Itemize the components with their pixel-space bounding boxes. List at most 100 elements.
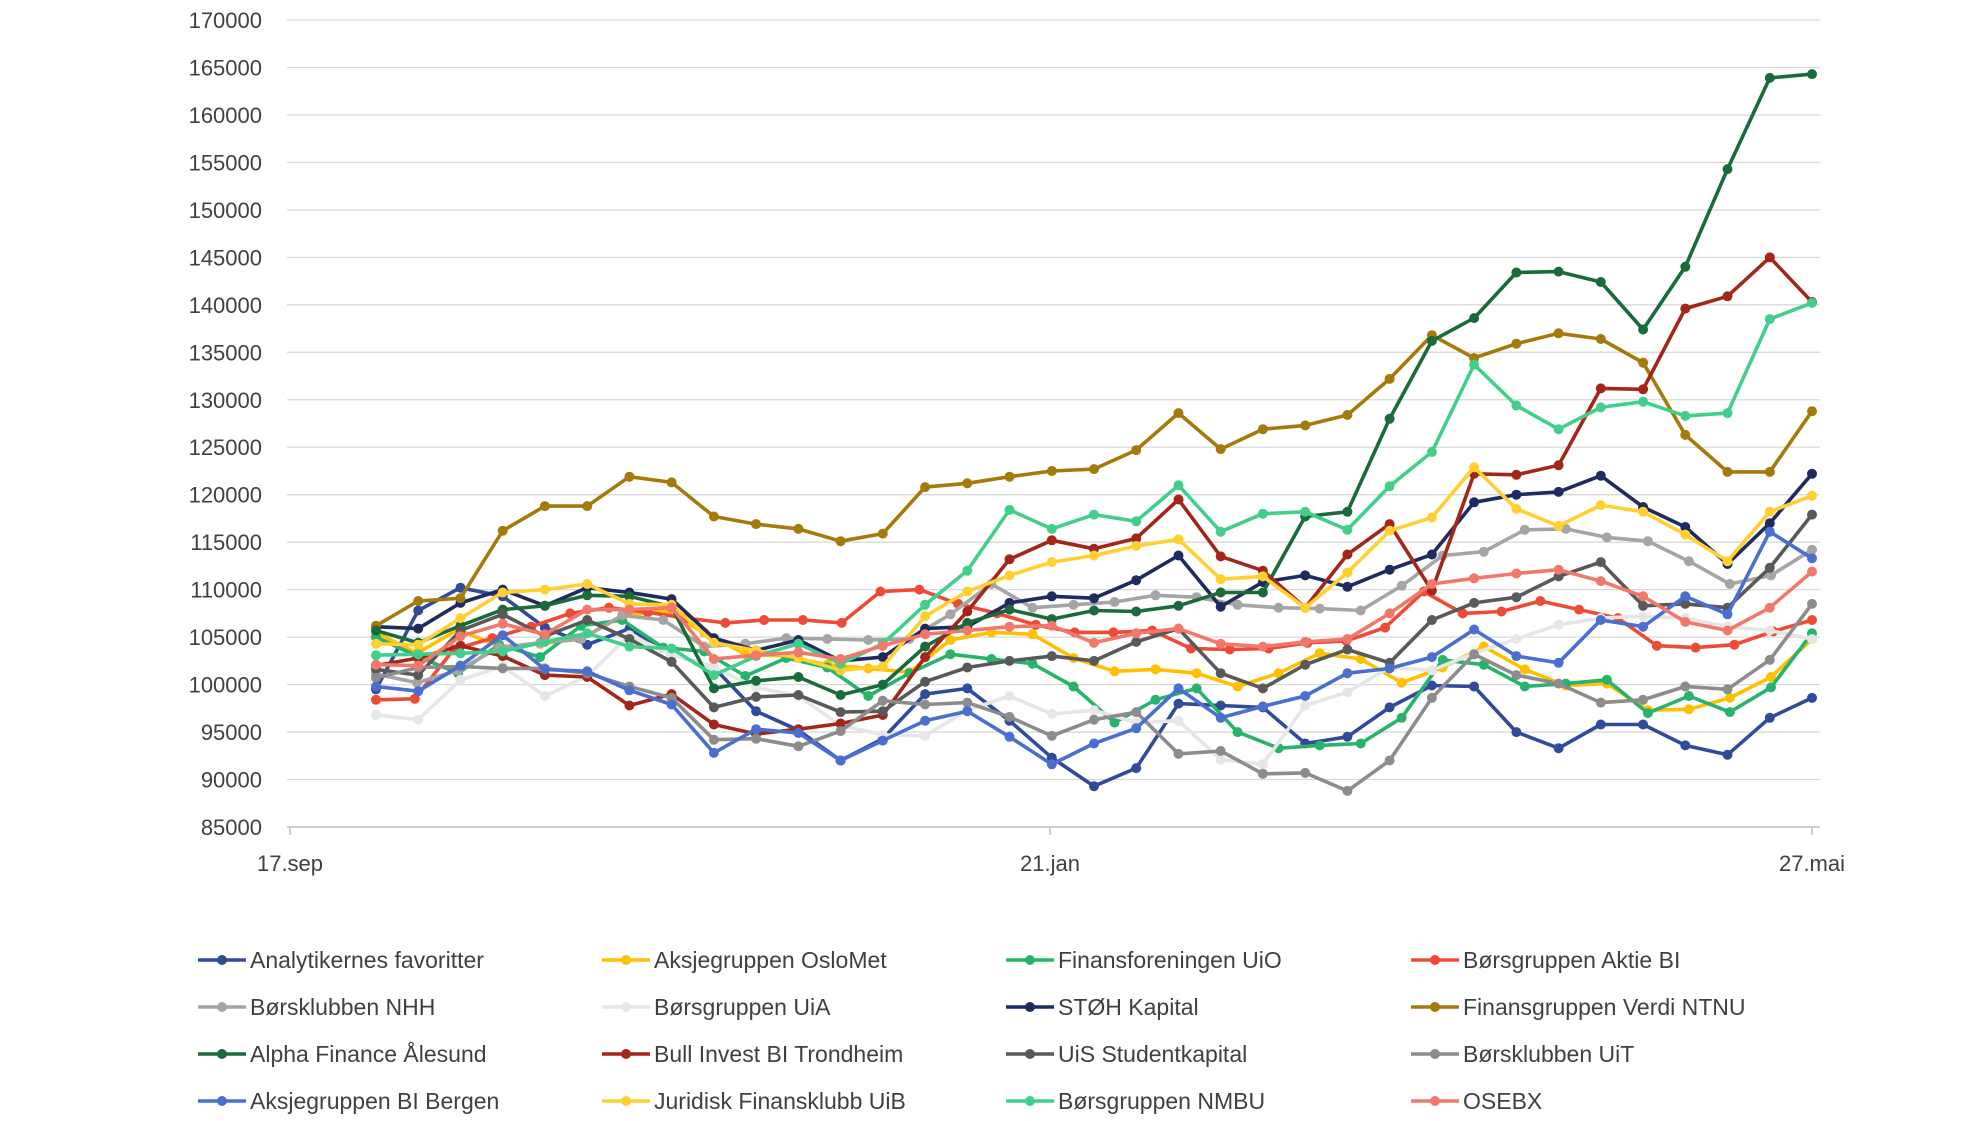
data-point bbox=[945, 649, 956, 660]
data-point bbox=[413, 686, 424, 697]
data-point bbox=[1046, 709, 1057, 719]
data-point bbox=[1131, 628, 1142, 639]
data-point bbox=[1469, 573, 1480, 584]
data-point bbox=[1215, 601, 1226, 612]
data-point bbox=[1046, 651, 1057, 662]
data-point bbox=[497, 646, 508, 657]
data-point bbox=[1595, 334, 1606, 344]
data-point bbox=[751, 733, 762, 744]
legend-label: UiS Studentkapital bbox=[1058, 1041, 1247, 1067]
data-point bbox=[920, 715, 931, 726]
data-point bbox=[1257, 683, 1268, 694]
data-point bbox=[1342, 506, 1353, 517]
data-point bbox=[1300, 691, 1311, 701]
data-point bbox=[708, 662, 719, 673]
data-point bbox=[1131, 575, 1142, 586]
data-point bbox=[875, 586, 886, 597]
data-point bbox=[793, 741, 804, 752]
legend-label: Børsgruppen NMBU bbox=[1058, 1088, 1265, 1114]
data-point bbox=[624, 591, 635, 602]
data-point bbox=[1342, 549, 1353, 560]
series-line bbox=[375, 529, 1813, 767]
series-lines bbox=[371, 69, 1817, 796]
data-point bbox=[1511, 568, 1522, 579]
data-point bbox=[1342, 634, 1353, 644]
data-point bbox=[1342, 668, 1353, 679]
data-point bbox=[497, 525, 508, 536]
data-point bbox=[1046, 466, 1057, 476]
data-point bbox=[582, 666, 593, 677]
legend-marker bbox=[217, 1096, 227, 1106]
data-point bbox=[1384, 755, 1395, 766]
data-point bbox=[1089, 637, 1099, 648]
y-tick-label: 110000 bbox=[190, 578, 262, 603]
data-point bbox=[877, 679, 888, 690]
y-tick-label: 115000 bbox=[190, 530, 262, 555]
data-point bbox=[1089, 593, 1099, 604]
legend-item: Børsklubben UiT bbox=[1411, 1041, 1634, 1067]
series-15 bbox=[371, 564, 1817, 671]
data-point bbox=[1046, 557, 1057, 568]
data-point bbox=[1722, 609, 1733, 620]
data-point bbox=[1553, 424, 1564, 435]
data-point bbox=[920, 599, 931, 610]
data-point bbox=[1601, 532, 1612, 543]
data-point bbox=[1384, 564, 1395, 575]
data-point bbox=[1232, 727, 1243, 738]
data-point bbox=[1046, 591, 1057, 602]
data-point bbox=[1046, 523, 1057, 534]
data-point bbox=[413, 714, 424, 725]
data-point bbox=[1173, 623, 1184, 634]
data-point bbox=[1511, 727, 1522, 738]
data-point bbox=[1300, 602, 1311, 613]
data-point bbox=[1109, 717, 1120, 728]
data-point bbox=[1511, 469, 1522, 480]
data-point bbox=[1089, 781, 1099, 792]
data-point bbox=[1426, 335, 1437, 346]
data-point bbox=[708, 734, 719, 745]
data-point bbox=[1807, 692, 1817, 703]
x-axis-tick-labels: 17.sep 21.jan 27.mai bbox=[257, 827, 1845, 876]
data-point bbox=[962, 617, 973, 628]
data-point bbox=[582, 628, 593, 639]
data-point bbox=[1426, 447, 1437, 457]
data-point bbox=[1257, 768, 1268, 779]
y-tick-label: 120000 bbox=[189, 483, 262, 508]
data-point bbox=[1680, 261, 1691, 272]
y-tick-label: 160000 bbox=[189, 103, 262, 128]
data-point bbox=[1257, 701, 1268, 712]
data-point bbox=[1342, 785, 1353, 796]
data-point bbox=[962, 697, 973, 708]
data-point bbox=[835, 726, 846, 737]
data-point bbox=[1215, 746, 1226, 756]
data-point bbox=[539, 501, 550, 512]
data-point bbox=[371, 659, 381, 670]
data-point bbox=[582, 501, 593, 512]
data-point bbox=[1724, 707, 1735, 718]
data-point bbox=[1004, 731, 1015, 742]
data-point bbox=[835, 536, 846, 547]
legend-marker bbox=[217, 1049, 227, 1059]
data-point bbox=[1426, 579, 1437, 589]
data-point bbox=[1046, 535, 1057, 546]
legend: Analytikernes favoritter Aksjegruppen Osl… bbox=[198, 947, 1746, 1114]
data-point bbox=[1764, 506, 1775, 517]
data-point bbox=[1173, 408, 1184, 419]
data-point bbox=[1807, 406, 1817, 417]
legend-marker bbox=[1025, 1049, 1035, 1059]
legend-label: Alpha Finance Ålesund bbox=[250, 1040, 487, 1067]
data-point bbox=[1595, 719, 1606, 730]
data-point bbox=[751, 724, 762, 735]
data-point bbox=[1342, 567, 1353, 578]
data-point bbox=[1089, 605, 1099, 616]
data-point bbox=[962, 586, 973, 597]
data-point bbox=[708, 654, 719, 664]
data-point bbox=[835, 707, 846, 718]
data-point bbox=[666, 602, 677, 613]
legend-marker bbox=[1025, 955, 1035, 965]
y-tick-label: 150000 bbox=[189, 198, 262, 223]
data-point bbox=[413, 649, 424, 660]
legend-label: Børsklubben NHH bbox=[250, 994, 435, 1020]
data-point bbox=[1215, 587, 1226, 598]
